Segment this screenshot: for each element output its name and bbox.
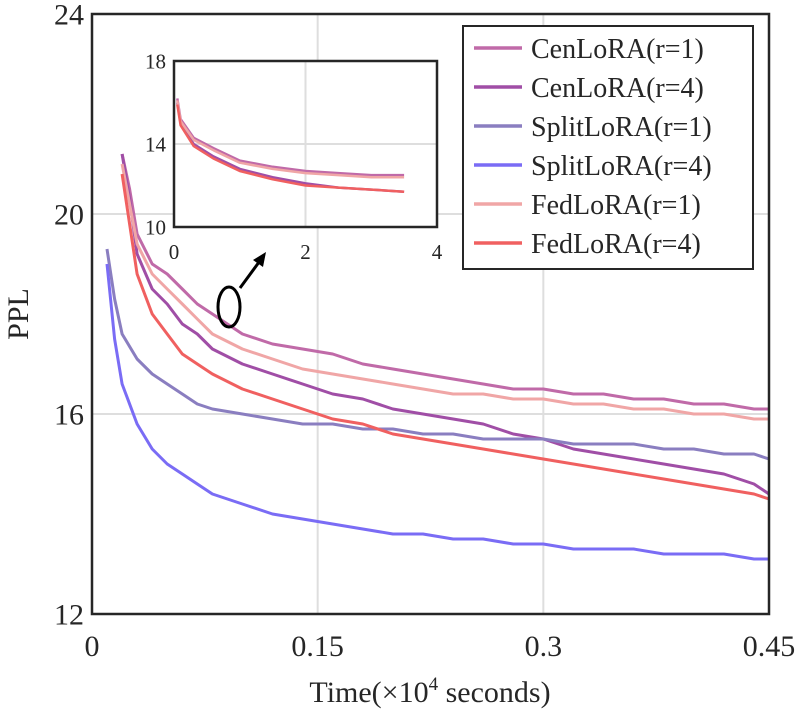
y-axis-label: PPL — [2, 288, 35, 340]
inset-series-group — [176, 98, 405, 193]
y-tick-label: 12 — [54, 599, 84, 632]
inset-y-tick-label: 18 — [145, 49, 166, 73]
inset-series-line-fedlora-r-1 — [176, 100, 405, 179]
inset-x-tick-label: 2 — [300, 240, 311, 264]
series-line-fedlora-r-4 — [120, 173, 770, 501]
inset-grid — [174, 61, 437, 227]
inset-plot: 0 2 4 10 14 18 — [145, 49, 443, 264]
inset-tick-labels: 0 2 4 10 14 18 — [145, 49, 443, 264]
x-tick-label: 0.15 — [291, 630, 344, 663]
y-tick-label: 20 — [54, 199, 84, 232]
x-tick-label: 0.3 — [525, 630, 563, 663]
legend-label-fedlora-r-4: FedLoRA(r=4) — [531, 229, 701, 260]
zoom-arrow-head — [253, 252, 266, 267]
inset-x-tick-label: 4 — [432, 240, 443, 264]
series-line-cenlora-r-1 — [120, 153, 769, 411]
inset-x-tick-label: 0 — [169, 240, 180, 264]
legend-box — [462, 25, 754, 270]
inset-axes-frame — [172, 59, 439, 229]
inset-y-tick-label: 14 — [145, 132, 167, 156]
series-line-cenlora-r-4 — [120, 153, 770, 496]
zoom-region-marker — [216, 285, 242, 329]
legend: CenLoRA(r=1) CenLoRA(r=4) SplitLoRA(r=1) Sp… — [462, 25, 754, 270]
x-tick-label: 0 — [85, 630, 100, 663]
legend-label-fedlora-r-1: FedLoRA(r=1) — [531, 190, 701, 221]
y-tick-label: 24 — [54, 0, 84, 32]
series-line-splitlora-r-1 — [105, 248, 770, 461]
legend-label-splitlora-r-1: SplitLoRA(r=1) — [531, 112, 712, 143]
legend-label-splitlora-r-4: SplitLoRA(r=4) — [531, 151, 712, 182]
legend-label-cenlora-r-1: CenLoRA(r=1) — [531, 34, 704, 65]
series-line-fedlora-r-1 — [120, 163, 769, 421]
x-axis-label: Time(×104 seconds) — [309, 674, 550, 709]
inset-y-tick-label: 10 — [145, 215, 166, 239]
x-tick-label: 0.45 — [743, 630, 796, 663]
legend-label-cenlora-r-4: CenLoRA(r=4) — [531, 73, 704, 104]
series-line-splitlora-r-4 — [105, 263, 769, 561]
legend-items: CenLoRA(r=1) CenLoRA(r=4) SplitLoRA(r=1) Sp… — [474, 34, 712, 260]
y-tick-label: 16 — [54, 399, 84, 432]
inset-series-line-fedlora-r-4 — [176, 104, 405, 193]
main-series-group — [105, 153, 770, 561]
main-axes-frame — [90, 12, 771, 616]
